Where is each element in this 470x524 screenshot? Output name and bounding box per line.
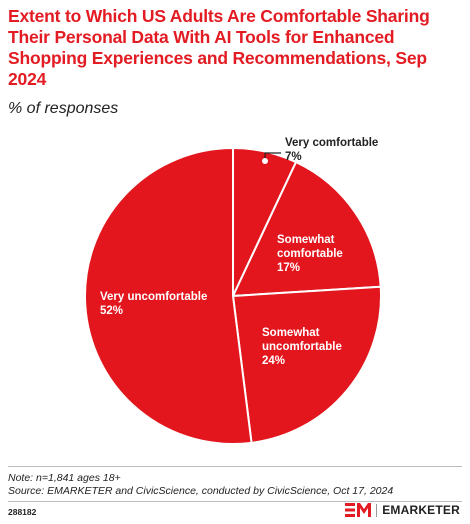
chart-source: Source: EMARKETER and CivicScience, cond… xyxy=(8,485,394,497)
brand-separator xyxy=(376,503,378,517)
slice-label-somewhat-comfortable: Somewhat comfortable 17% xyxy=(277,234,343,274)
pie-slices xyxy=(84,147,382,445)
pie-labels: Very comfortable 7% Somewhat comfortable 17%… xyxy=(100,137,378,367)
pie-chart: Very comfortable 7% Somewhat comfortable 17%… xyxy=(84,137,382,445)
chart-note: Note: n=1,841 ages 18+ xyxy=(8,472,121,484)
chart-title: Extent to Which US Adults Are Comfortabl… xyxy=(8,6,430,89)
brand-name: EMARKETER xyxy=(382,503,460,517)
brand: EMARKETER xyxy=(345,503,460,517)
pie-slice-very-uncomfortable xyxy=(84,147,253,445)
slice-label-very-comfortable: Very comfortable 7% xyxy=(285,137,378,163)
chart-id: 288182 xyxy=(8,507,37,517)
slice-label-somewhat-uncomfortable: Somewhat uncomfortable 24% xyxy=(262,327,342,367)
pie-slice-somewhat-uncomfortable xyxy=(232,285,382,444)
chart-subtitle: % of responses xyxy=(8,100,119,117)
slice-label-very-uncomfortable: Very uncomfortable 52% xyxy=(100,291,207,317)
footer-divider xyxy=(8,466,462,467)
leader-dot xyxy=(262,158,268,164)
emarketer-logo-icon xyxy=(345,503,372,517)
footer-divider-bottom xyxy=(8,501,462,502)
pie-slice-somewhat-comfortable xyxy=(232,161,382,297)
